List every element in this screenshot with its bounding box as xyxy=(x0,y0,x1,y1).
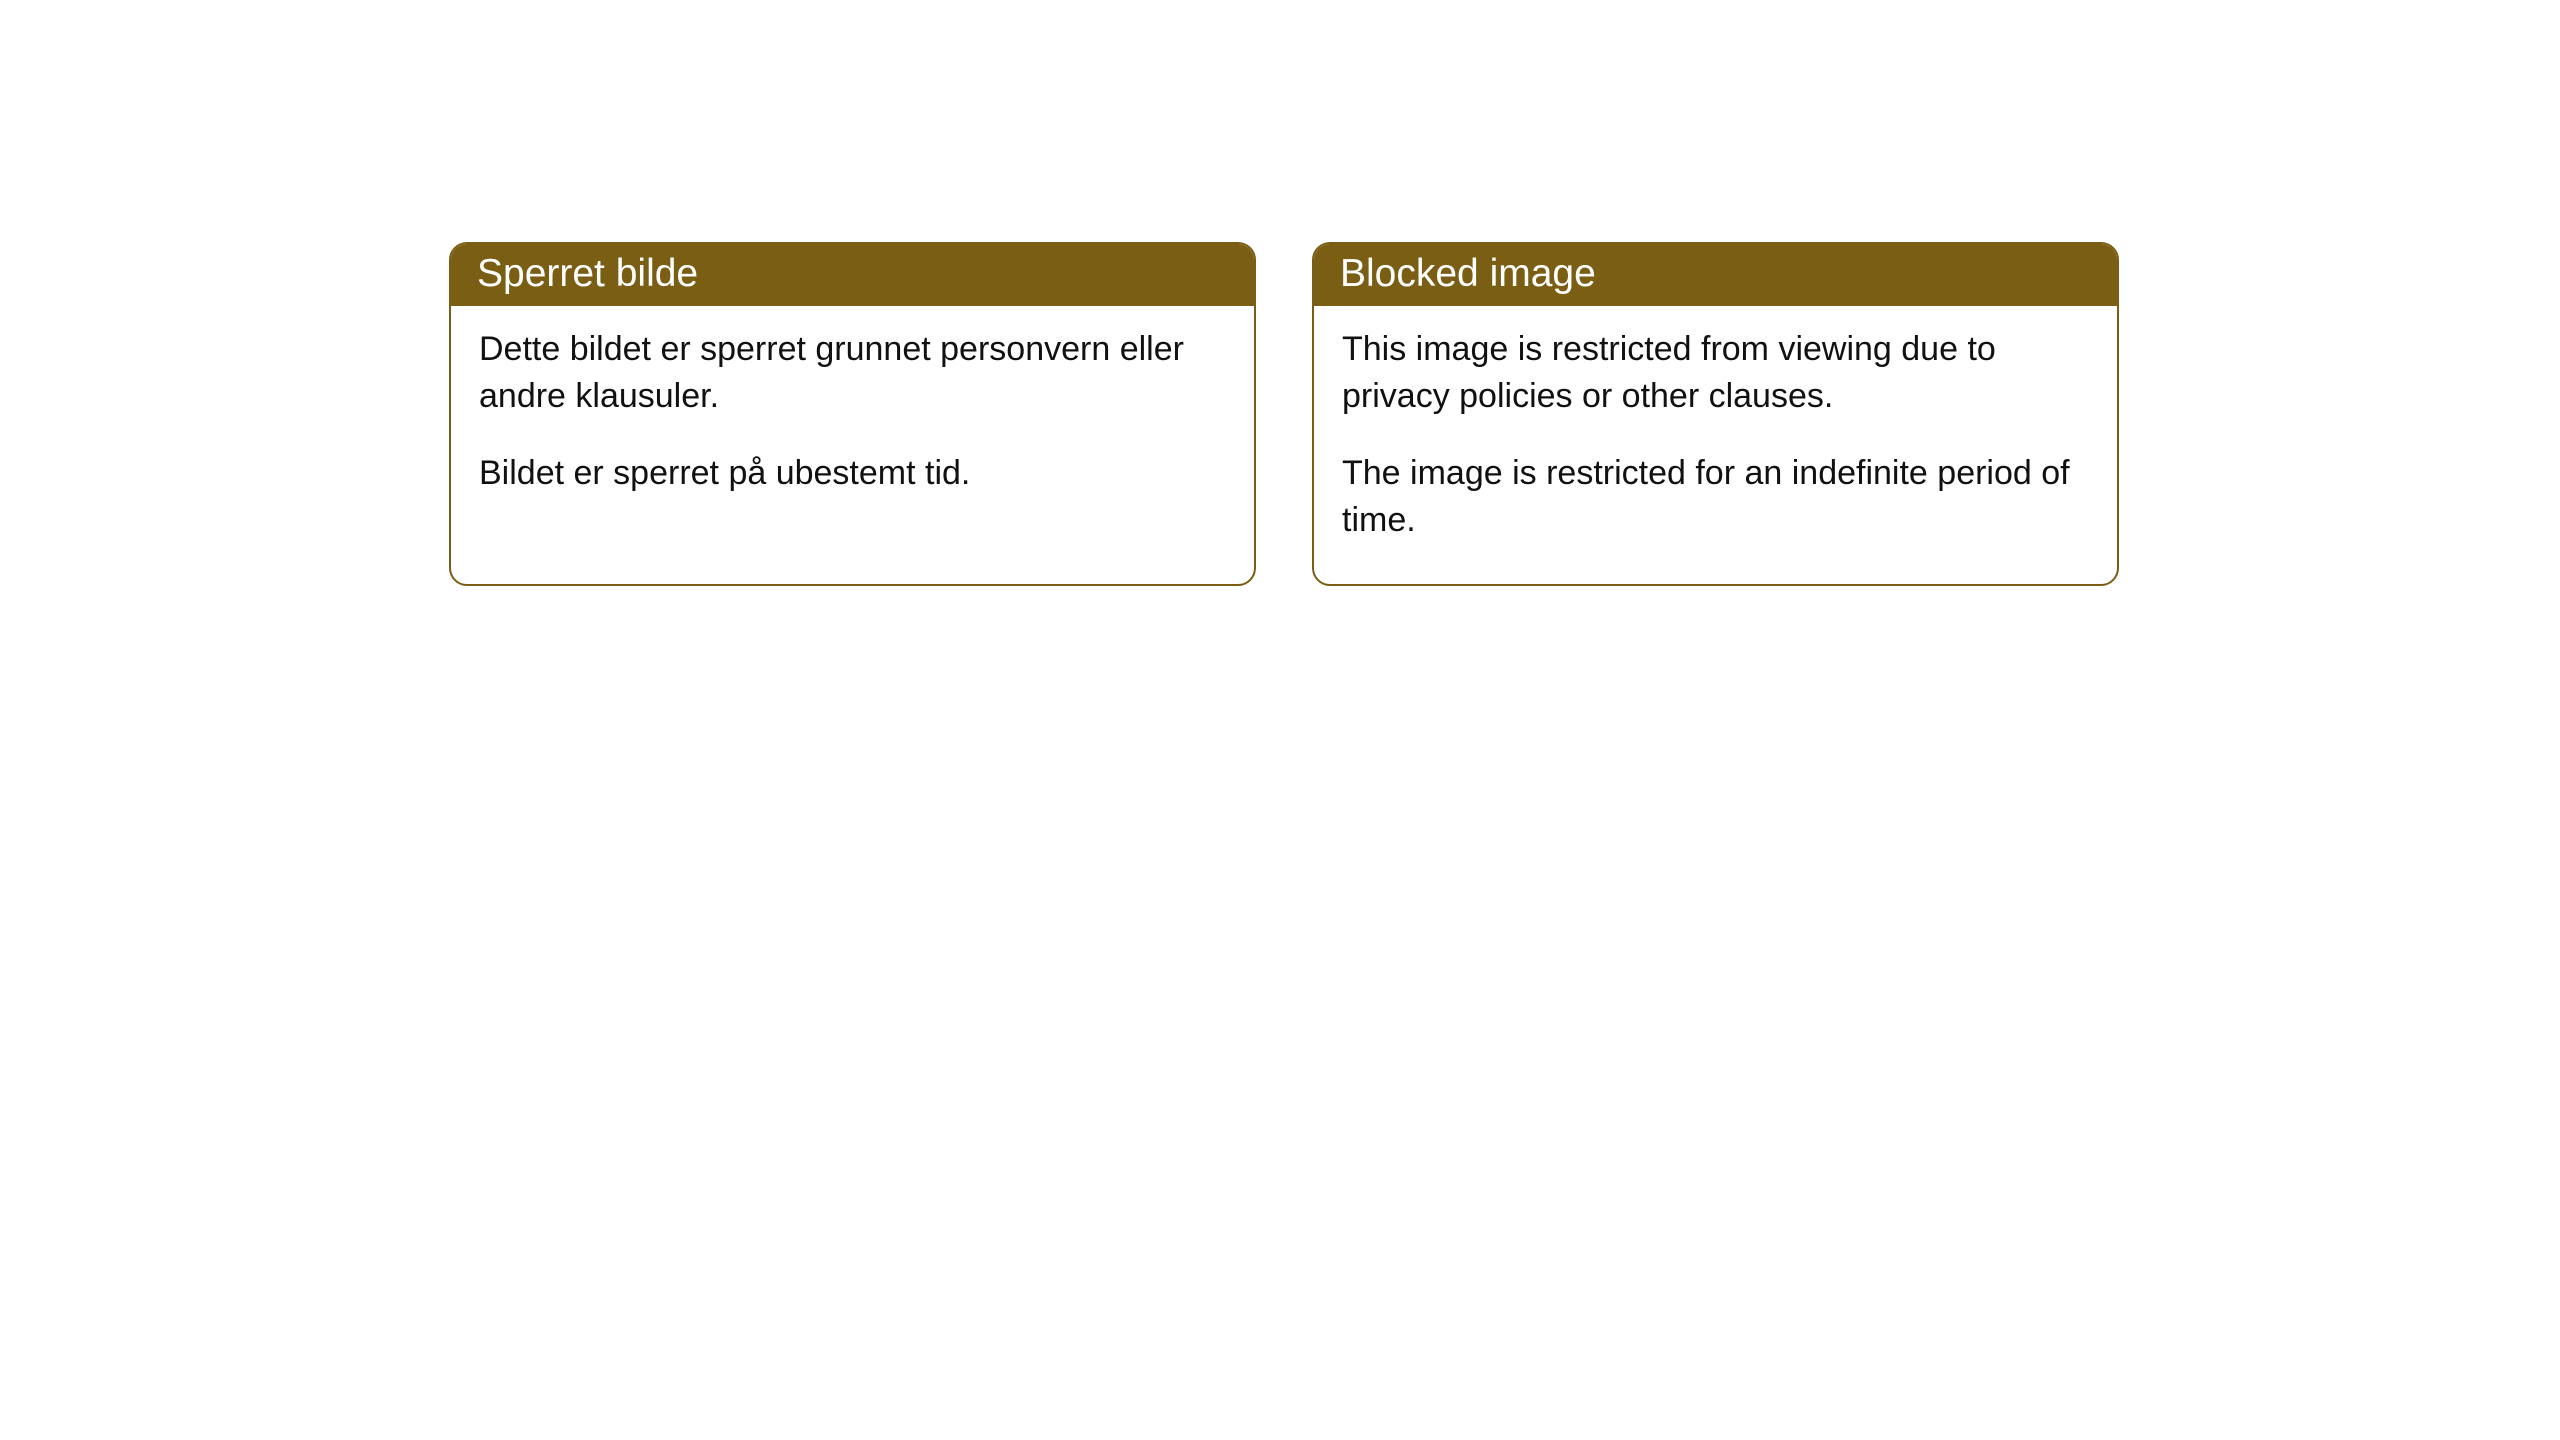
notice-text-line2-no: Bildet er sperret på ubestemt tid. xyxy=(479,450,1226,497)
notice-text-line1-en: This image is restricted from viewing du… xyxy=(1342,326,2089,420)
notice-body-english: This image is restricted from viewing du… xyxy=(1314,306,2117,584)
notice-body-norwegian: Dette bildet er sperret grunnet personve… xyxy=(451,306,1254,537)
notice-text-line1-no: Dette bildet er sperret grunnet personve… xyxy=(479,326,1226,420)
notice-text-line2-en: The image is restricted for an indefinit… xyxy=(1342,450,2089,544)
notice-card-english: Blocked image This image is restricted f… xyxy=(1312,242,2119,586)
notice-header-norwegian: Sperret bilde xyxy=(451,244,1254,306)
notice-card-norwegian: Sperret bilde Dette bildet er sperret gr… xyxy=(449,242,1256,586)
notice-container: Sperret bilde Dette bildet er sperret gr… xyxy=(449,242,2119,586)
notice-header-english: Blocked image xyxy=(1314,244,2117,306)
